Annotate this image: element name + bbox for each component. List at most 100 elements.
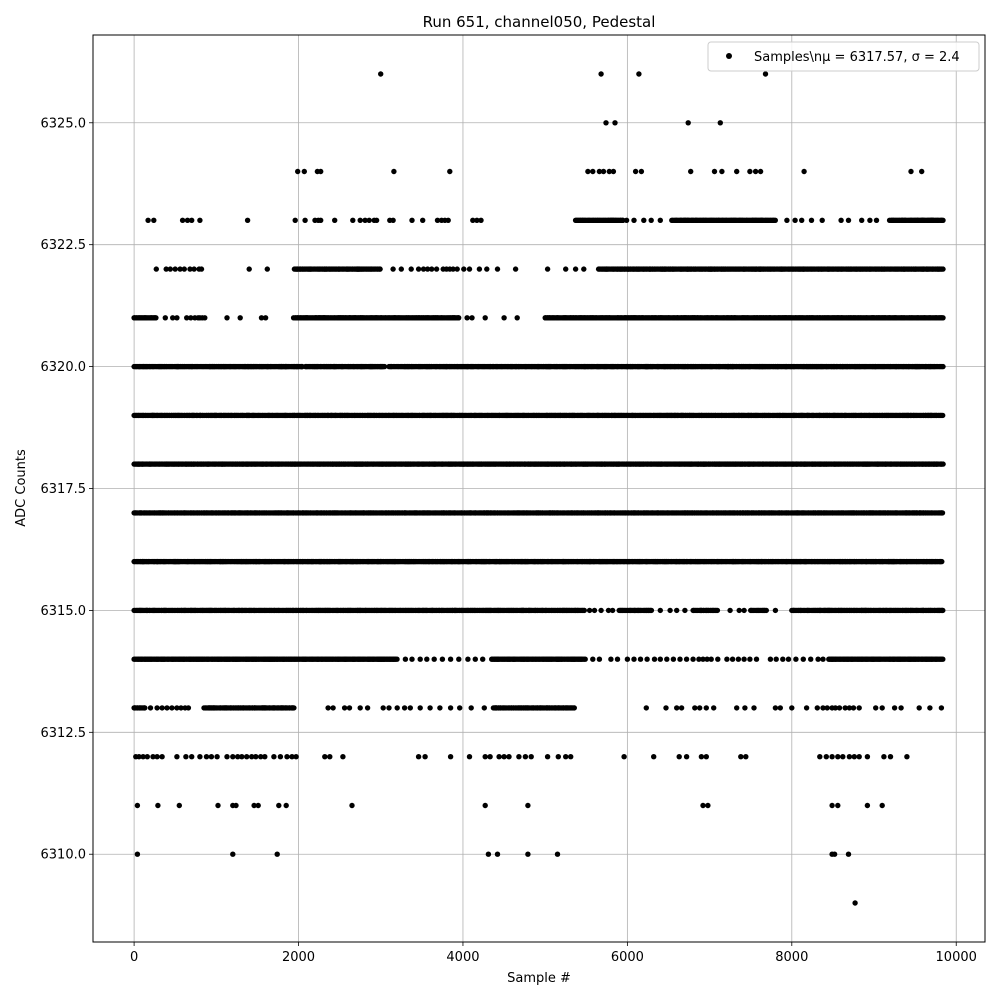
data-point (202, 315, 208, 321)
data-point (318, 168, 324, 175)
data-point (456, 315, 462, 321)
data-point (373, 217, 380, 223)
data-point (494, 266, 501, 272)
data-point (295, 168, 301, 175)
data-point (391, 168, 397, 175)
data-point (429, 266, 435, 272)
data-point (801, 168, 807, 175)
data-point (177, 266, 183, 272)
data-point (476, 266, 483, 272)
data-point (302, 217, 308, 223)
data-point (174, 315, 180, 321)
data-point (620, 217, 626, 223)
data-point (572, 266, 579, 272)
data-point (145, 217, 151, 223)
data-point (940, 217, 946, 223)
data-points (131, 71, 946, 906)
data-point (838, 217, 844, 223)
data-point (747, 168, 753, 175)
data-point (362, 217, 368, 223)
data-point (940, 315, 946, 321)
data-point (581, 266, 587, 272)
data-point (420, 217, 426, 223)
data-point (928, 217, 935, 223)
data-point (585, 168, 591, 175)
data-point (292, 217, 298, 223)
data-point (188, 315, 194, 321)
chart-title: Run 651, channel050, Pedestal (423, 13, 656, 31)
data-point (153, 315, 159, 321)
data-point (908, 217, 914, 223)
data-point (433, 266, 440, 272)
data-point (940, 266, 946, 272)
data-point (638, 168, 645, 175)
data-point (940, 461, 946, 467)
data-point (808, 217, 815, 223)
data-point (631, 217, 637, 223)
data-point (172, 266, 178, 272)
data-point (332, 217, 338, 223)
data-point (189, 217, 195, 223)
data-point (784, 217, 790, 223)
data-point (163, 266, 169, 272)
data-point (590, 168, 596, 175)
data-point (512, 266, 519, 272)
data-point (264, 266, 270, 272)
data-point (237, 315, 243, 321)
data-point (366, 217, 372, 223)
data-point (734, 168, 740, 175)
data-point (752, 168, 759, 175)
data-point (187, 266, 193, 272)
data-point (484, 266, 490, 272)
data-point (378, 71, 384, 77)
data-point (434, 217, 441, 223)
data-point (610, 168, 617, 175)
data-point (819, 217, 825, 223)
data-point (244, 217, 251, 223)
data-point (469, 315, 475, 321)
data-point (350, 217, 356, 223)
data-point (390, 266, 396, 272)
data-point (381, 363, 388, 370)
data-point (623, 217, 630, 223)
data-point (398, 266, 404, 272)
data-point (408, 266, 414, 272)
data-point (940, 363, 946, 370)
data-point (450, 266, 456, 272)
data-point (544, 266, 551, 272)
data-point (603, 120, 609, 126)
data-point (792, 217, 798, 223)
data-point (598, 71, 604, 77)
data-point (799, 217, 805, 223)
data-point (454, 266, 460, 272)
data-point (859, 217, 865, 223)
data-point (600, 168, 607, 175)
data-point (757, 168, 764, 175)
data-point (415, 266, 422, 272)
data-point (772, 217, 778, 223)
data-point (717, 120, 723, 126)
data-point (482, 315, 488, 321)
data-point (596, 168, 603, 175)
data-point (197, 217, 203, 223)
data-point (246, 266, 252, 272)
grid (93, 35, 985, 942)
data-point (191, 266, 197, 272)
data-point (612, 120, 618, 126)
data-point (420, 266, 427, 272)
data-point (464, 315, 470, 321)
data-point (914, 217, 921, 223)
data-point (318, 217, 324, 223)
data-point (606, 168, 612, 175)
data-point (648, 217, 654, 223)
data-point (501, 315, 507, 321)
data-point (474, 217, 480, 223)
data-point (919, 168, 925, 175)
data-point (409, 217, 415, 223)
data-point (563, 266, 569, 272)
data-point (357, 217, 363, 223)
data-point (867, 217, 873, 223)
data-point (685, 120, 691, 126)
data-point (719, 168, 725, 175)
data-point (636, 71, 642, 77)
